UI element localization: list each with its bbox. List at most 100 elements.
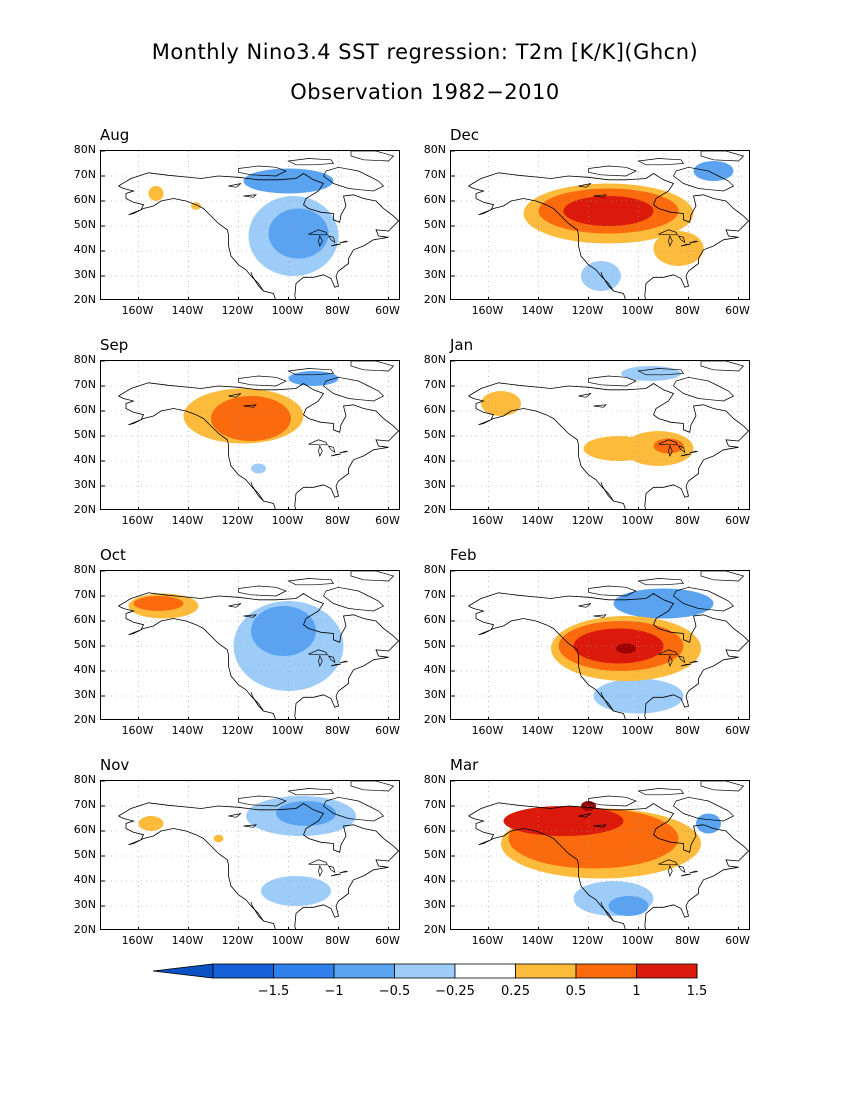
lat-tick-label: 70N	[423, 168, 446, 181]
coastline	[243, 614, 257, 618]
coastline	[593, 614, 607, 618]
anomaly-region	[138, 816, 164, 831]
lat-tick-label: 50N	[423, 848, 446, 861]
panel-month-label: Nov	[100, 756, 130, 774]
colorbar-segment	[333, 963, 395, 979]
lon-tick-label: 60W	[375, 934, 400, 947]
lat-tick-label: 70N	[73, 798, 96, 811]
colorbar-segment	[212, 963, 274, 979]
coastline	[118, 605, 276, 719]
map-panel-aug: Aug 80N 70N 60N 50N 40N 30N 20N 160W 140W 120W 100W…	[74, 126, 400, 317]
coastline	[323, 796, 385, 822]
coastline	[468, 382, 749, 509]
panel-month-label: Oct	[100, 546, 126, 564]
lon-tick-label: 160W	[121, 934, 154, 947]
lat-tick-label: 40N	[423, 663, 446, 676]
lat-tick-label: 70N	[73, 168, 96, 181]
coastline	[468, 592, 749, 719]
lon-tick-label: 160W	[471, 934, 504, 947]
lat-tick-label: 60N	[423, 403, 446, 416]
anomaly-region	[563, 196, 654, 226]
coastline	[468, 815, 626, 929]
coastline	[668, 865, 673, 877]
coastline	[677, 865, 686, 874]
coastline	[689, 240, 699, 244]
lon-tick-label: 80W	[675, 724, 700, 737]
lat-tick-label: 30N	[423, 478, 446, 491]
coastline	[637, 368, 685, 376]
coastline	[588, 795, 637, 807]
colorbar-segment	[636, 963, 698, 979]
anomaly-region	[481, 391, 521, 416]
coastline	[287, 788, 335, 796]
coastline	[600, 272, 614, 292]
coastline	[318, 655, 323, 667]
map-panel-feb: Feb 80N 70N 60N 50N 40N 30N 20N 160W 140W 120W 100W…	[424, 546, 750, 737]
colorbar-segment	[273, 963, 335, 979]
panel-month-label: Dec	[450, 126, 480, 144]
coastline	[637, 158, 685, 166]
lon-tick-label: 80W	[325, 934, 350, 947]
lat-tick-label: 80N	[73, 353, 96, 366]
lon-tick-label: 80W	[325, 514, 350, 527]
lon-tick-label: 160W	[471, 724, 504, 737]
lon-tick-label: 140W	[171, 724, 204, 737]
coastline	[330, 243, 342, 247]
map-frame	[100, 570, 400, 720]
anomaly-region	[276, 801, 336, 826]
coastline	[118, 815, 276, 929]
coastline	[600, 482, 614, 502]
lon-tick-label: 140W	[521, 304, 554, 317]
anomaly-region	[288, 371, 339, 386]
lon-tick-label: 60W	[725, 514, 750, 527]
colorbar-tick-label: 1	[632, 984, 641, 999]
lon-tick-label: 120W	[221, 304, 254, 317]
coastline	[689, 660, 699, 664]
lat-tick-label: 50N	[423, 428, 446, 441]
colorbar-segment	[454, 963, 516, 979]
coastline	[308, 859, 328, 866]
coastline	[578, 393, 592, 398]
lat-tick-label: 60N	[73, 193, 96, 206]
coastline	[318, 865, 323, 877]
lon-tick-label: 140W	[521, 724, 554, 737]
map-frame	[100, 780, 400, 930]
lat-tick-label: 20N	[423, 503, 446, 516]
lat-tick-label: 80N	[73, 143, 96, 156]
colorbar	[152, 963, 698, 979]
anomaly-region	[133, 596, 184, 611]
lat-tick-label: 40N	[423, 873, 446, 886]
lon-tick-label: 60W	[375, 724, 400, 737]
lat-tick-label: 40N	[73, 453, 96, 466]
coastline	[689, 870, 699, 874]
coastline	[673, 586, 735, 612]
coastline	[700, 781, 745, 792]
lat-tick-label: 50N	[423, 638, 446, 651]
coastline	[238, 165, 287, 177]
lat-tick-label: 80N	[423, 563, 446, 576]
coastline	[243, 824, 257, 828]
lon-tick-label: 60W	[725, 934, 750, 947]
coastline	[250, 692, 264, 712]
lon-tick-label: 120W	[221, 724, 254, 737]
coastline	[318, 235, 323, 247]
colorbar-tick-label: 0.25	[501, 984, 530, 999]
coastline	[468, 185, 626, 299]
lon-tick-label: 140W	[171, 304, 204, 317]
map-canvas	[101, 571, 399, 719]
coastline	[118, 395, 276, 509]
coastline	[350, 361, 395, 372]
lat-tick-label: 30N	[73, 478, 96, 491]
panel-month-label: Aug	[100, 126, 130, 144]
colorbar-segment	[575, 963, 637, 979]
lat-tick-label: 60N	[423, 193, 446, 206]
map-panel-jan: Jan 80N 70N 60N 50N 40N 30N 20N 160W 140W 120W 100W…	[424, 336, 750, 527]
lon-tick-label: 100W	[621, 934, 654, 947]
map-panel-sep: Sep 80N 70N 60N 50N 40N 30N 20N 160W 140W 120W 100W…	[74, 336, 400, 527]
lon-tick-label: 160W	[121, 514, 154, 527]
coastline	[287, 578, 335, 586]
lon-tick-label: 80W	[325, 304, 350, 317]
coastline	[673, 796, 735, 822]
coastline	[668, 235, 673, 247]
lat-tick-label: 30N	[423, 688, 446, 701]
